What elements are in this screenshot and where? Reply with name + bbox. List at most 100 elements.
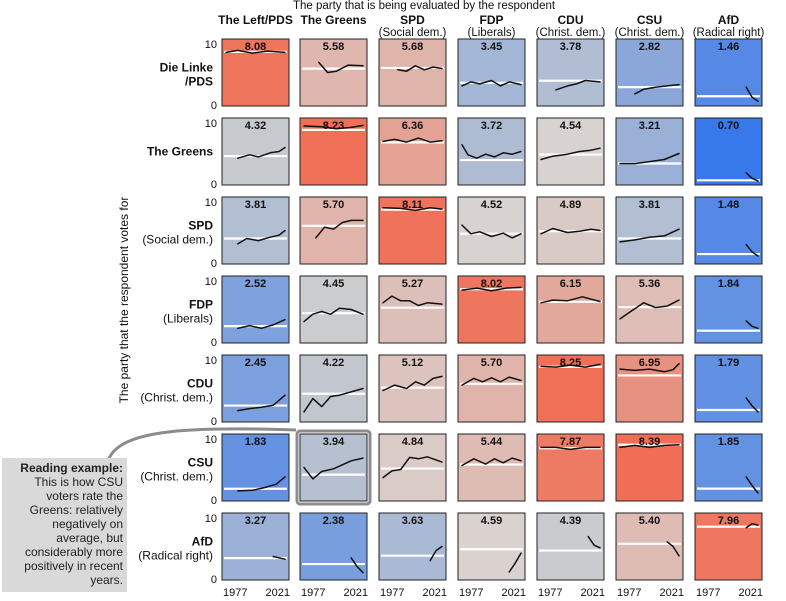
y-tick-label-min: 0	[211, 337, 217, 349]
x-tick-label-end: 2021	[344, 587, 368, 599]
trend-line	[382, 137, 443, 143]
column-header-name: CSU	[637, 13, 662, 27]
trend-line	[350, 557, 364, 574]
heat-cell	[615, 117, 684, 186]
mean-value-label: 3.94	[323, 436, 345, 448]
trend-line	[745, 172, 759, 182]
mean-value-label: 4.84	[402, 436, 424, 448]
mean-value-label: 5.70	[481, 357, 502, 369]
mean-value-label: 3.78	[560, 41, 581, 53]
mean-value-label: 6.36	[402, 120, 423, 132]
mean-value-label: 4.22	[323, 357, 344, 369]
mean-value-label: 4.89	[560, 199, 581, 211]
trend-line	[461, 224, 522, 239]
trend-line	[237, 394, 286, 412]
trend-line	[382, 456, 443, 479]
trend-line	[619, 443, 680, 449]
mean-value-label: 3.81	[639, 199, 660, 211]
heat-cell	[457, 512, 526, 581]
mean-value-label: 1.85	[718, 436, 739, 448]
heat-cell	[615, 38, 684, 107]
mean-value-label: 3.21	[639, 120, 660, 132]
trend-line	[225, 49, 286, 54]
heat-cell	[457, 433, 526, 502]
heat-cell	[694, 196, 763, 265]
heat-cell	[694, 117, 763, 186]
row-label-name: CSU	[188, 456, 213, 470]
heat-cell	[457, 354, 526, 423]
heat-cell	[615, 275, 684, 344]
row-label-name: SPD	[188, 219, 213, 233]
trend-line	[461, 457, 522, 467]
row-label-name: CDU	[187, 377, 213, 391]
mean-value-label: 5.12	[402, 357, 423, 369]
mean-value-label: 3.63	[402, 515, 423, 527]
trend-line	[461, 376, 522, 386]
y-tick-label-min: 0	[211, 416, 217, 428]
trend-line	[619, 299, 680, 320]
trend-line	[619, 362, 680, 373]
trend-line	[540, 446, 601, 451]
y-tick-label-min: 0	[211, 574, 217, 586]
mean-value-label: 4.52	[481, 199, 502, 211]
trend-line	[303, 387, 364, 413]
mean-value-label: 5.44	[481, 436, 503, 448]
y-tick-label-min: 0	[211, 179, 217, 191]
mean-value-label: 2.38	[323, 515, 344, 527]
y-tick-label-min: 0	[211, 258, 217, 270]
mean-value-label: 8.11	[402, 199, 423, 211]
x-tick-label-start: 1977	[696, 587, 720, 599]
trend-line	[745, 522, 759, 529]
trend-line	[745, 476, 759, 494]
trend-line	[619, 228, 680, 243]
row-label-name: Die Linke	[160, 61, 214, 75]
x-tick-label-start: 1977	[617, 587, 641, 599]
trend-line	[555, 79, 601, 91]
row-label-sub: (Christ. dem.)	[140, 391, 213, 405]
trend-line	[237, 318, 286, 330]
row-label-sub: (Liberals)	[163, 312, 213, 326]
mean-value-label: 4.39	[560, 515, 581, 527]
x-tick-label-start: 1977	[301, 587, 325, 599]
trend-line	[237, 229, 286, 245]
row-label-sub: (Social dem.)	[142, 233, 213, 247]
mean-value-label: 7.87	[560, 436, 581, 448]
heat-cell	[378, 275, 447, 344]
mean-value-label: 6.95	[639, 357, 660, 369]
heat-cell	[299, 38, 368, 107]
heat-cell	[536, 512, 605, 581]
trend-line	[745, 86, 759, 103]
mean-value-label: 8.39	[639, 436, 660, 448]
mean-value-label: 8.08	[245, 41, 266, 53]
reading-example-text: This is how CSU voters rate the Greens: …	[24, 475, 123, 587]
mean-value-label: 5.58	[323, 41, 344, 53]
row-label-name: AfD	[192, 535, 214, 549]
x-tick-label-start: 1977	[223, 587, 247, 599]
mean-value-label: 5.36	[639, 278, 660, 290]
trend-line	[587, 535, 601, 549]
heat-cell	[221, 196, 290, 265]
mean-value-label: 4.32	[245, 120, 266, 132]
mean-value-label: 3.27	[245, 515, 266, 527]
trend-line	[461, 286, 522, 292]
mean-value-label: 4.45	[323, 278, 344, 290]
x-tick-label-end: 2021	[581, 587, 605, 599]
x-tick-label-end: 2021	[502, 587, 526, 599]
y-tick-label-max: 10	[205, 355, 217, 367]
heat-cell	[536, 117, 605, 186]
mean-value-label: 1.84	[718, 278, 740, 290]
mean-value-label: 0.70	[718, 120, 739, 132]
row-label-sub: /PDS	[185, 75, 213, 89]
heat-cell	[694, 275, 763, 344]
heat-cell	[378, 117, 447, 186]
trend-line	[382, 295, 443, 307]
y-tick-label-max: 10	[205, 276, 217, 288]
chart-title: The party that is being evaluated by the…	[293, 0, 556, 12]
reading-example-heading: Reading example:	[20, 461, 123, 475]
mean-value-label: 1.48	[718, 199, 739, 211]
column-header-name: AfD	[718, 13, 740, 27]
row-label-name: FDP	[189, 298, 213, 312]
x-tick-label-end: 2021	[739, 587, 763, 599]
trend-line	[540, 147, 601, 161]
example-connector	[106, 427, 297, 462]
